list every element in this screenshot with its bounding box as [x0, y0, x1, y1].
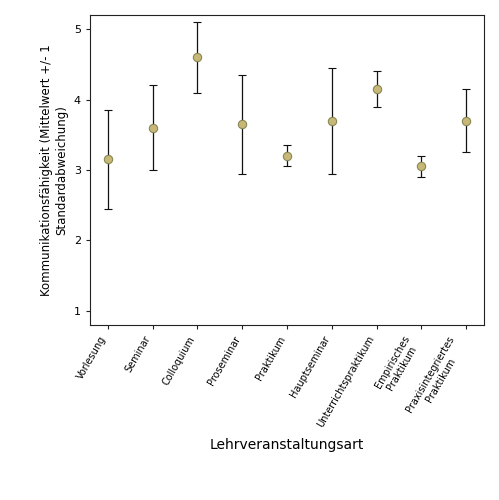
X-axis label: Lehrveranstaltungsart: Lehrveranstaltungsart: [210, 438, 364, 452]
Y-axis label: Kommunikationsfähigkeit (Mittelwert +/- 1
Standardabweichung): Kommunikationsfähigkeit (Mittelwert +/- …: [40, 44, 68, 296]
